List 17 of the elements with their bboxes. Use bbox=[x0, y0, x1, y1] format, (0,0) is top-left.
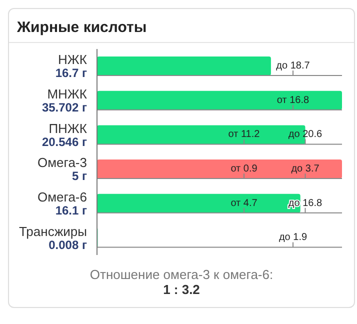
annotation: до 16.8 bbox=[288, 198, 323, 209]
y-tick-label: Трансжиры 0.008 г bbox=[18, 224, 87, 252]
y-tick-label: Омега-6 16.1 г bbox=[37, 190, 87, 218]
annotation: до 3.7 bbox=[291, 164, 320, 175]
y-tick-label: МНЖК 35.702 г bbox=[42, 86, 88, 114]
annotation: от 11.2 bbox=[228, 129, 260, 140]
chart-title: Жирные кислоты bbox=[16, 18, 148, 38]
text: Отношение омега-3 к омега-6: bbox=[88, 267, 274, 282]
annotation: до 18.7 bbox=[276, 60, 310, 72]
annotation: от 16.8 bbox=[276, 94, 310, 106]
text: 1 : 3.2 bbox=[162, 282, 201, 297]
y-tick-label: Омега-3 5 г bbox=[37, 155, 87, 184]
annotation: до 1.9 bbox=[278, 232, 308, 244]
y-tick-label: НЖК 16.7 г bbox=[55, 52, 88, 80]
y-tick-label: ПНЖК 20.546 г bbox=[42, 120, 88, 149]
annotation: от 4.7 bbox=[230, 198, 258, 209]
annotation: от 0.9 bbox=[230, 164, 258, 175]
